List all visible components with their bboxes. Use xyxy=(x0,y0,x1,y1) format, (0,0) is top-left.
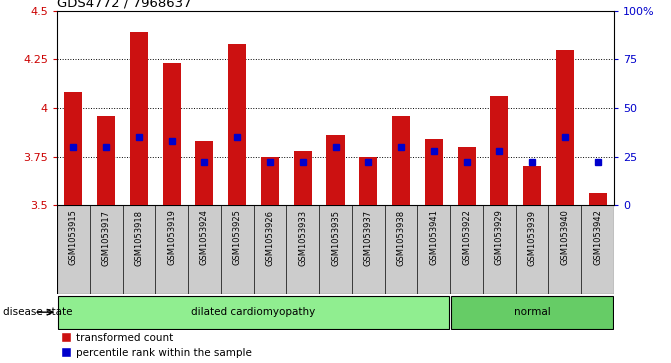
Bar xyxy=(261,156,279,205)
Text: GSM1053926: GSM1053926 xyxy=(266,209,274,266)
Text: GSM1053942: GSM1053942 xyxy=(593,209,602,265)
Text: GSM1053941: GSM1053941 xyxy=(429,209,438,265)
Text: GSM1053933: GSM1053933 xyxy=(298,209,307,266)
Text: GSM1053940: GSM1053940 xyxy=(560,209,569,265)
Bar xyxy=(359,156,377,205)
Bar xyxy=(523,166,541,205)
Text: GSM1053919: GSM1053919 xyxy=(167,209,176,265)
Bar xyxy=(491,96,509,205)
Bar xyxy=(97,116,115,205)
Text: dilated cardiomyopathy: dilated cardiomyopathy xyxy=(191,307,316,317)
Legend: transformed count, percentile rank within the sample: transformed count, percentile rank withi… xyxy=(62,333,252,358)
Bar xyxy=(162,63,180,205)
Text: GSM1053938: GSM1053938 xyxy=(397,209,405,266)
Text: GSM1053937: GSM1053937 xyxy=(364,209,373,266)
Bar xyxy=(425,139,443,205)
Text: GSM1053925: GSM1053925 xyxy=(233,209,242,265)
Bar xyxy=(294,151,312,205)
Bar xyxy=(64,93,83,205)
Bar xyxy=(130,32,148,205)
Text: normal: normal xyxy=(514,307,550,317)
Bar xyxy=(195,141,213,205)
Bar xyxy=(458,147,476,205)
Bar xyxy=(392,116,410,205)
Text: GSM1053918: GSM1053918 xyxy=(134,209,144,266)
Text: GDS4772 / 7968637: GDS4772 / 7968637 xyxy=(57,0,192,10)
Text: GSM1053939: GSM1053939 xyxy=(527,209,537,266)
Text: GSM1053929: GSM1053929 xyxy=(495,209,504,265)
Bar xyxy=(588,193,607,205)
Text: GSM1053922: GSM1053922 xyxy=(462,209,471,265)
Text: GSM1053915: GSM1053915 xyxy=(69,209,78,265)
Bar xyxy=(451,296,613,329)
Text: GSM1053917: GSM1053917 xyxy=(102,209,111,266)
Bar xyxy=(228,44,246,205)
Text: GSM1053935: GSM1053935 xyxy=(331,209,340,266)
Text: disease state: disease state xyxy=(3,307,73,317)
Bar xyxy=(58,296,449,329)
Text: GSM1053924: GSM1053924 xyxy=(200,209,209,265)
Bar xyxy=(556,50,574,205)
Bar xyxy=(327,135,344,205)
